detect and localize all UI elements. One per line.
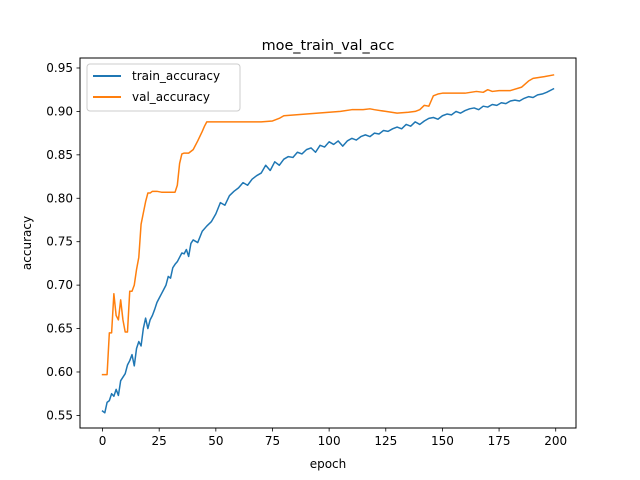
x-tick-label: 75 (265, 434, 280, 448)
axes-frame (79, 57, 577, 429)
y-axis-label: accuracy (20, 216, 34, 270)
y-tick-label: 0.85 (46, 148, 73, 162)
x-tick-label: 150 (431, 434, 454, 448)
x-axis-ticks: 0 25 50 75 100 125 150 175 200 (99, 428, 567, 448)
y-tick-label: 0.70 (46, 278, 73, 292)
y-tick-label: 0.55 (46, 408, 73, 422)
legend-label-val-accuracy: val_accuracy (132, 90, 210, 104)
y-axis-ticks: 0.55 0.60 0.65 0.70 0.75 0.80 0.85 0.90 0.95 (46, 61, 80, 422)
x-tick-label: 100 (318, 434, 341, 448)
y-tick-label: 0.95 (46, 61, 73, 75)
x-tick-label: 50 (208, 434, 223, 448)
series-line-train-accuracy (101, 87, 555, 414)
x-tick-label: 200 (544, 434, 567, 448)
y-tick-label: 0.65 (46, 322, 73, 336)
legend-box (86, 63, 241, 112)
plot-area (101, 74, 555, 414)
x-tick-label: 25 (152, 434, 167, 448)
y-tick-label: 0.80 (46, 191, 73, 205)
x-tick-label: 0 (99, 434, 107, 448)
x-tick-label: 175 (488, 434, 511, 448)
chart-title: moe_train_val_acc (262, 38, 395, 54)
legend-label-train-accuracy: train_accuracy (132, 69, 220, 83)
series-line-val-accuracy (101, 74, 555, 376)
x-tick-label: 125 (374, 434, 397, 448)
y-tick-label: 0.90 (46, 104, 73, 118)
y-tick-label: 0.60 (46, 365, 73, 379)
y-tick-label: 0.75 (46, 235, 73, 249)
x-axis-label: epoch (310, 457, 347, 471)
legend: train_accuracy val_accuracy (86, 63, 241, 112)
